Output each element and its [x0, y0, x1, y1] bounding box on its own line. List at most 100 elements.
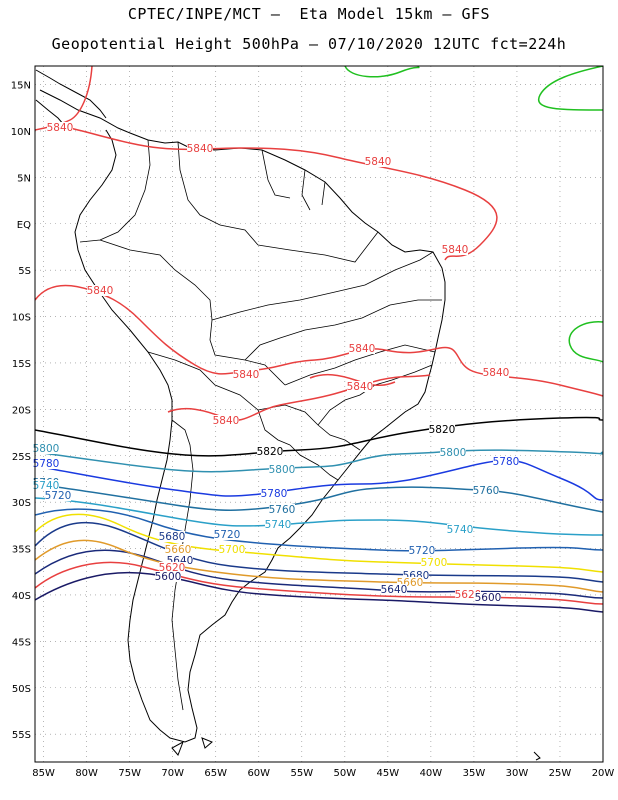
- contour-label-bg: [442, 244, 468, 255]
- contour-label-5620: 5620: [455, 589, 482, 601]
- contour-label-bg: [219, 544, 245, 555]
- contour-line-5620: [35, 561, 603, 605]
- contour-label-bg: [409, 545, 435, 556]
- lat-tick-label: 15S: [12, 359, 31, 370]
- contour-label-bg: [33, 458, 59, 469]
- contour-label-bg: [493, 456, 519, 467]
- contour-label-5820: 5820: [257, 446, 284, 458]
- contour-label-bg: [33, 443, 59, 454]
- height-contours: [35, 66, 603, 613]
- contour-label-5840: 5840: [213, 415, 240, 427]
- lon-tick-label: 80W: [75, 768, 98, 779]
- lon-tick-label: 40W: [420, 768, 443, 779]
- contour-line-5720: [35, 508, 603, 552]
- lat-tick-label: EQ: [17, 220, 31, 231]
- contour-label-bg: [347, 381, 373, 392]
- map-title-line2: Geopotential Height 500hPa – 07/10/2020 …: [51, 35, 567, 53]
- lat-tick-label: 5S: [18, 266, 31, 277]
- latitude-labels: 15N 10N 5N EQ 5S 10S 15S 20S 25S 30S 35S 40S 45S 50S 5…: [11, 81, 31, 742]
- contour-line-5800: [35, 449, 603, 473]
- lon-tick-label: 35W: [463, 768, 486, 779]
- map-title-line1: CPTEC/INPE/MCT – Eta Model 15km – GFS: [127, 5, 491, 23]
- contour-label-5840: 5840: [483, 367, 510, 379]
- contour-label-bg: [261, 488, 287, 499]
- lon-tick-label: 20W: [592, 768, 615, 779]
- contour-label-bg: [269, 464, 295, 475]
- contour-line-5860: [344, 66, 420, 78]
- contour-label-bg: [429, 424, 455, 435]
- contour-label-5760: 5760: [473, 485, 500, 497]
- contour-label-bg: [159, 531, 185, 542]
- lat-tick-label: 15N: [11, 81, 31, 92]
- contour-label-5840: 5840: [233, 369, 260, 381]
- contour-line-5840: [35, 66, 93, 131]
- contour-line-5600: [35, 571, 603, 613]
- contour-label-bg: [214, 529, 240, 540]
- contour-label-5700: 5700: [421, 557, 448, 569]
- contour-label-bg: [349, 343, 375, 354]
- lat-tick-label: 30S: [12, 498, 31, 509]
- contour-label-5780: 5780: [33, 458, 60, 470]
- contour-label-bg: [47, 122, 73, 133]
- contour-label-bg: [155, 571, 181, 582]
- country-borders: [79, 139, 442, 711]
- lat-lon-grid: [35, 66, 604, 762]
- lat-tick-label: 40S: [12, 591, 31, 602]
- contour-label-bg: [483, 367, 509, 378]
- contour-label-5720: 5720: [409, 545, 436, 557]
- contour-label-bg: [159, 562, 185, 573]
- islands-south: [171, 737, 541, 761]
- contour-label-bg: [381, 584, 407, 595]
- lon-tick-label: 45W: [377, 768, 400, 779]
- contour-label-bg: [213, 415, 239, 426]
- map-frame: [34, 65, 604, 763]
- contour-label-5840: 5840: [365, 156, 392, 168]
- lat-tick-label: 25S: [12, 452, 31, 463]
- contour-label-bg: [233, 369, 259, 380]
- lon-tick-label: 25W: [549, 768, 572, 779]
- south-america-coast: [39, 89, 446, 743]
- contour-label-5640: 5640: [381, 584, 408, 596]
- lat-tick-label: 10N: [11, 127, 31, 138]
- contour-label-bg: [455, 589, 481, 600]
- contour-label-bg: [421, 557, 447, 568]
- contour-label-5780: 5780: [261, 488, 288, 500]
- lon-tick-label: 75W: [118, 768, 141, 779]
- contour-line-5860: [568, 321, 603, 363]
- contour-line-5840: [167, 374, 431, 421]
- contour-label-5600: 5600: [475, 592, 502, 604]
- contour-line-5780: [35, 459, 603, 501]
- contour-label-bg: [473, 485, 499, 496]
- contour-line-5680: [35, 521, 603, 583]
- contour-label-bg: [187, 143, 213, 154]
- contour-line-5660: [35, 539, 603, 593]
- contour-label-bg: [397, 577, 423, 588]
- contour-labels: 5840 5840 5840 5840 5840 5840 5840 5840 5840 5840…: [33, 122, 519, 604]
- lon-tick-label: 70W: [161, 768, 184, 779]
- lon-tick-label: 55W: [290, 768, 313, 779]
- lat-tick-label: 10S: [12, 313, 31, 324]
- contour-label-5660: 5660: [165, 544, 192, 556]
- contour-line-5840: [35, 284, 603, 397]
- contour-line-5740: [35, 497, 603, 536]
- contour-label-bg: [257, 446, 283, 457]
- contour-label-5720: 5720: [45, 490, 72, 502]
- lat-tick-label: 55S: [12, 730, 31, 741]
- contour-line-5820: [35, 416, 603, 457]
- contour-label-5600: 5600: [155, 571, 182, 583]
- contour-label-5840: 5840: [349, 343, 376, 355]
- contour-line-5640: [35, 549, 603, 599]
- contour-label-bg: [87, 285, 113, 296]
- contour-label-5700: 5700: [219, 544, 246, 556]
- contour-line-5840: [69, 127, 498, 261]
- contour-label-5800: 5800: [269, 464, 296, 476]
- contour-label-bg: [440, 447, 466, 458]
- coastline-borders: [35, 69, 541, 761]
- lon-tick-label: 85W: [32, 768, 55, 779]
- contour-label-5740: 5740: [447, 524, 474, 536]
- contour-label-5800: 5800: [33, 443, 60, 455]
- contour-label-5740: 5740: [265, 519, 292, 531]
- lon-tick-label: 60W: [247, 768, 270, 779]
- contour-label-5840: 5840: [187, 143, 214, 155]
